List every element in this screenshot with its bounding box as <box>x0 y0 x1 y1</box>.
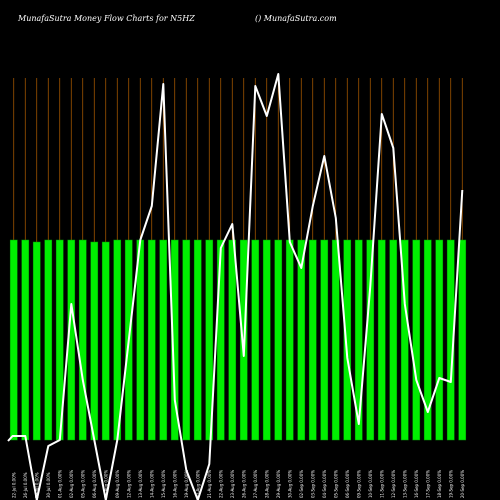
money-flow-bar <box>274 239 283 441</box>
x-tick-label: 27-Aug 0.00% <box>253 470 258 498</box>
money-flow-line <box>7 73 464 500</box>
x-tick-label: 06-Sep 0.00% <box>345 470 350 498</box>
x-tick-label: 16-Sep 0.00% <box>414 470 419 498</box>
x-tick-label: 29-Jul 0.00% <box>34 472 39 498</box>
bars <box>9 239 467 441</box>
x-tick-labels: 22-Jul 0.00% 26-Jul 0.00% 29-Jul 0.00% 30-J… <box>11 470 465 498</box>
x-tick-label: 18-Sep 0.00% <box>437 470 442 498</box>
money-flow-bar <box>331 239 340 441</box>
x-tick-label: 06-Aug 0.00% <box>92 470 97 498</box>
money-flow-bar <box>423 239 432 441</box>
x-tick-label: 12-Sep 0.00% <box>391 470 396 498</box>
money-flow-bar <box>228 239 237 441</box>
money-flow-bar <box>32 241 41 441</box>
x-tick-label: 28-Aug 0.00% <box>264 470 269 498</box>
x-tick-label: 16-Aug 0.00% <box>172 470 177 498</box>
x-tick-label: 30-Jul 0.00% <box>46 472 51 498</box>
money-flow-bar <box>343 239 352 441</box>
x-tick-label: 11-Sep 0.00% <box>379 470 384 498</box>
x-tick-label: 04-Sep 0.00% <box>322 470 327 498</box>
x-tick-label: 26-Aug 0.00% <box>241 470 246 498</box>
money-flow-bar <box>285 239 294 441</box>
money-flow-bar <box>435 239 444 441</box>
x-tick-label: 12-Aug 0.00% <box>126 470 131 498</box>
x-tick-label: 10-Sep 0.00% <box>368 470 373 498</box>
money-flow-bar <box>412 239 421 441</box>
money-flow-bar <box>400 239 409 441</box>
x-tick-label: 29-Aug 0.00% <box>276 470 281 498</box>
money-flow-bar <box>262 239 271 441</box>
x-tick-label: 05-Aug 0.00% <box>80 470 85 498</box>
x-tick-label: 08-Aug 0.00% <box>103 470 108 498</box>
x-tick-label: 22-Aug 0.00% <box>218 470 223 498</box>
x-tick-label: 21-Aug 0.00% <box>207 470 212 498</box>
chart-title: MunafaSutra Money Flow Charts for N5HZ <box>18 14 195 23</box>
x-tick-label: 14-Aug 0.00% <box>149 470 154 498</box>
money-flow-bar <box>251 239 260 441</box>
x-tick-label: 22-Jul 0.00% <box>11 472 16 498</box>
x-tick-label: 30-Aug 0.00% <box>287 470 292 498</box>
money-flow-bar <box>21 239 30 441</box>
money-flow-bar <box>159 239 168 441</box>
money-flow-bar <box>9 239 18 441</box>
money-flow-bar <box>182 239 191 441</box>
x-tick-label: 01-Aug 0.00% <box>57 470 62 498</box>
money-flow-bar <box>78 239 87 441</box>
x-tick-label: 17-Sep 0.00% <box>425 470 430 498</box>
x-tick-label: 02-Sep 0.00% <box>299 470 304 498</box>
x-tick-label: 15-Aug 0.00% <box>161 470 166 498</box>
x-tick-label: 19-Aug 0.00% <box>184 470 189 498</box>
money-flow-bar <box>101 241 110 441</box>
money-flow-bar <box>193 239 202 441</box>
x-tick-label: 20-Sep 0.00% <box>460 470 465 498</box>
x-tick-label: 13-Aug 0.00% <box>138 470 143 498</box>
x-tick-label: 20-Aug 0.00% <box>195 470 200 498</box>
money-flow-bar <box>308 239 317 441</box>
money-flow-bar <box>389 239 398 441</box>
x-tick-label: 19-Sep 0.00% <box>448 470 453 498</box>
money-flow-bar <box>377 239 386 441</box>
x-tick-label: 05-Sep 0.00% <box>333 470 338 498</box>
money-flow-bar <box>44 239 53 441</box>
money-flow-bar <box>366 239 375 441</box>
money-flow-bar <box>205 239 214 441</box>
x-tick-label: 13-Sep 0.00% <box>402 470 407 498</box>
money-flow-bar <box>170 239 179 441</box>
money-flow-bar <box>354 239 363 441</box>
money-flow-bar <box>320 239 329 441</box>
x-tick-label: 02-Aug 0.00% <box>69 470 74 498</box>
x-tick-label: 26-Jul 0.00% <box>23 472 28 498</box>
money-flow-bar <box>458 239 467 441</box>
money-flow-bar <box>297 239 306 441</box>
x-tick-label: 09-Sep 0.00% <box>356 470 361 498</box>
money-flow-bar <box>90 241 99 441</box>
x-tick-label: 23-Aug 0.00% <box>230 470 235 498</box>
x-tick-label: 03-Sep 0.00% <box>310 470 315 498</box>
x-tick-label: 09-Aug 0.00% <box>115 470 120 498</box>
source-credit: () MunafaSutra.com <box>255 14 337 23</box>
money-flow-bar <box>216 239 225 441</box>
flow-line <box>7 73 464 500</box>
money-flow-bar <box>147 239 156 441</box>
